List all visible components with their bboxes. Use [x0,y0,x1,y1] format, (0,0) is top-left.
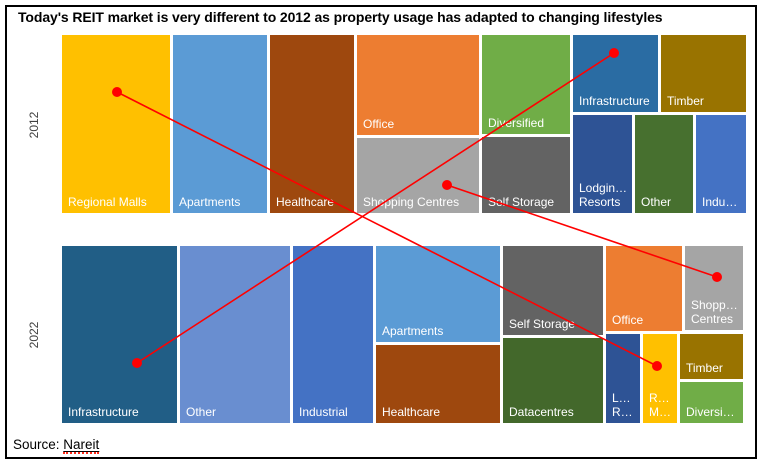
source-link-nareit[interactable]: Nareit [63,437,100,454]
treemap-block-label: Other [186,405,217,420]
chart-title: Today's REIT market is very different to… [18,9,663,25]
treemap-block-healthcare-2012: Healthcare [270,35,354,213]
treemap-block-datacentres-2022: Datacentres [503,338,603,423]
treemap-block-label: Datacentres [509,405,574,420]
treemap-block-apartments-2022: Apartments [376,246,500,342]
treemap-block-label: Infrastructure [579,94,650,109]
treemap-block-label: R… M… [649,391,671,420]
treemap-block-label: Infrastructure [68,405,139,420]
treemap-block-infrastructure-2022: Infrastructure [62,246,177,423]
treemap-block-industrial-2022: Industrial [293,246,373,423]
treemap-block-label: Indu… [702,195,738,210]
treemap-block-timber-2012: Timber [661,35,746,112]
treemap-block-label: Diversified [488,116,545,131]
treemap-block-label: Lodgin… Resorts [579,181,628,210]
source-prefix: Source: [13,437,64,452]
treemap-block-label: Office [612,313,644,328]
treemap-block-shopping-centres-2012: Shopping Centres [357,138,479,213]
treemap-block-label: Regional Malls [68,195,147,210]
treemap-block-other-2012: Other [635,115,693,213]
treemap-block-diversified-2022: Diversi… [680,382,743,423]
treemap-block-label: Healthcare [276,195,335,210]
treemap-block-label: Shopp… Centres [691,298,738,327]
treemap-block-label: Office [363,117,395,132]
treemap-block-healthcare-2022: Healthcare [376,345,500,423]
treemap-block-diversified-2012: Diversified [482,35,570,134]
treemap-block-lodging-resorts-2012: Lodgin… Resorts [573,115,632,213]
figure-border [5,5,757,459]
treemap-block-label: Timber [667,94,704,109]
treemap-block-self-storage-2022: Self Storage [503,246,603,335]
treemap-block-label: Healthcare [382,405,441,420]
treemap-block-lodging-resorts-2022: L… R… [606,334,640,423]
treemap-block-infrastructure-2012: Infrastructure [573,35,658,112]
treemap-block-label: Shopping Centres [363,195,460,210]
source-caption: Source: Nareit [13,437,100,454]
treemap-block-label: Apartments [382,324,444,339]
treemap-block-office-2012: Office [357,35,479,135]
treemap-block-regional-malls-2012: Regional Malls [62,35,170,213]
treemap-block-office-2022: Office [606,246,682,331]
treemap-block-label: Self Storage [488,195,555,210]
treemap-block-label: L… R… [612,391,633,420]
treemap-block-industrial-2012: Indu… [696,115,746,213]
treemap-block-shopping-centres-2022: Shopp… Centres [685,246,743,330]
treemap-block-regional-malls-2022: R… M… [643,334,677,423]
treemap-block-apartments-2012: Apartments [173,35,267,213]
treemap-block-self-storage-2012: Self Storage [482,137,570,213]
treemap-block-label: Timber [686,361,723,376]
treemap-block-label: Other [641,195,672,210]
treemap-block-label: Diversi… [686,405,735,420]
treemap-block-label: Apartments [179,195,241,210]
treemap-block-other-2022: Other [180,246,290,423]
treemap-block-timber-2022: Timber [680,334,743,379]
treemap-block-label: Industrial [299,405,348,420]
treemap-block-label: Self Storage [509,317,576,332]
